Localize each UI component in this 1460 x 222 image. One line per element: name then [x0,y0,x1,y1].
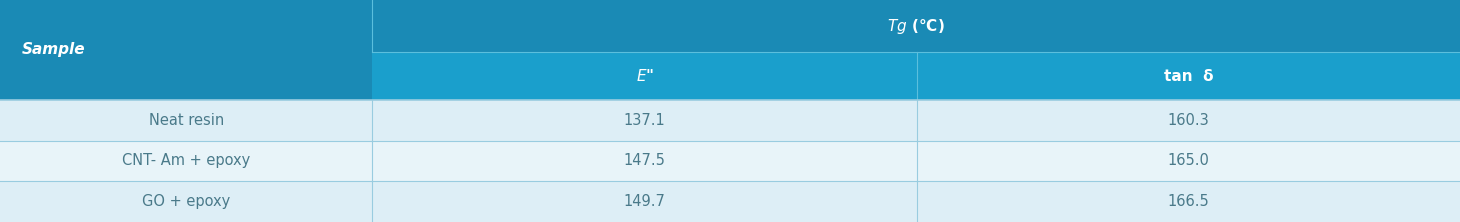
Text: Neat resin: Neat resin [149,113,223,128]
Bar [0,100,1460,141]
Text: GO + epoxy: GO + epoxy [142,194,231,209]
Text: 147.5: 147.5 [623,153,666,168]
Text: 137.1: 137.1 [623,113,666,128]
Bar [917,52,1460,100]
Text: Sample: Sample [22,42,86,57]
Text: $\mathit{E}$": $\mathit{E}$" [635,68,654,84]
Bar [372,0,1460,52]
Text: tan  δ: tan δ [1164,69,1213,83]
Bar [0,141,1460,181]
Text: 149.7: 149.7 [623,194,666,209]
Bar [0,0,372,100]
Bar [0,181,1460,222]
Text: 165.0: 165.0 [1168,153,1209,168]
Text: CNT- Am + epoxy: CNT- Am + epoxy [123,153,250,168]
Text: $\mathit{Tg}$ (°C): $\mathit{Tg}$ (°C) [888,17,945,36]
Text: 166.5: 166.5 [1168,194,1209,209]
Bar [372,52,917,100]
Text: 160.3: 160.3 [1168,113,1209,128]
